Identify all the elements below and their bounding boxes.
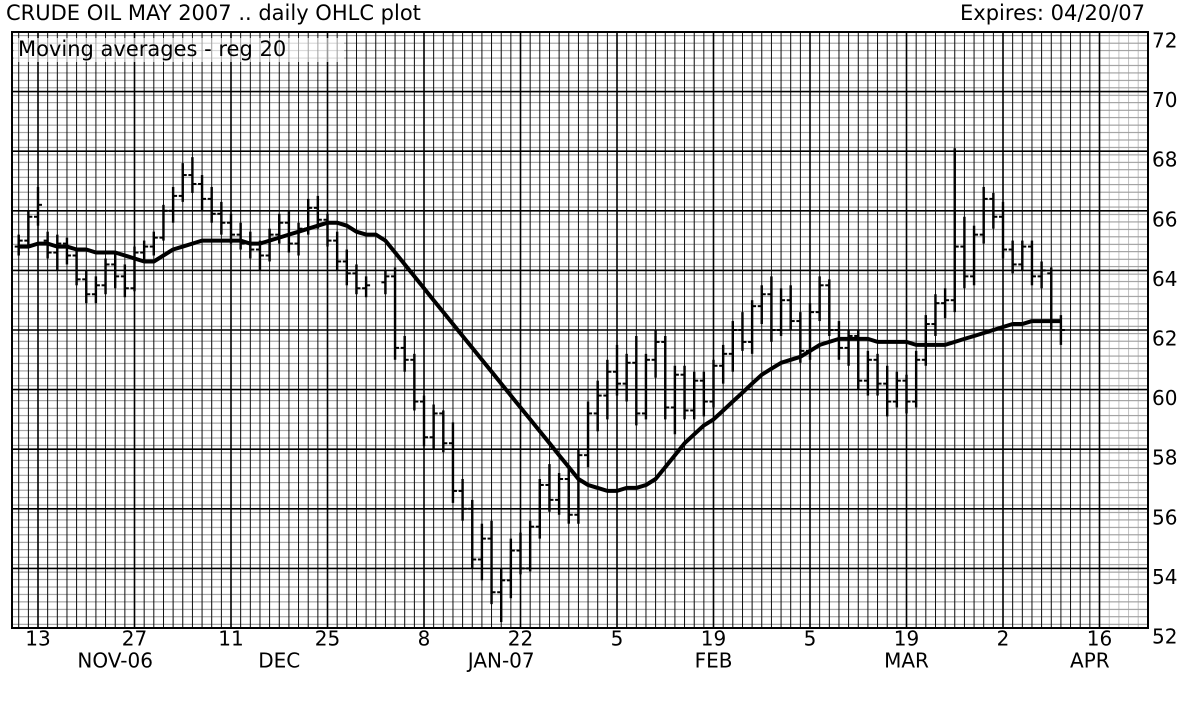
x-tick-label: 25 [315, 627, 340, 651]
y-tick-label: 62 [1152, 327, 1177, 351]
chart-subtitle: Expires: 04/20/07 [960, 1, 1145, 25]
legend-box [14, 38, 344, 62]
x-tick-label: 11 [218, 627, 243, 651]
x-tick-label: 5 [804, 627, 817, 651]
x-tick-label: 19 [894, 627, 919, 651]
x-month-label: APR [1070, 649, 1110, 673]
x-month-label: FEB [695, 649, 733, 673]
x-month-label: JAN-07 [466, 649, 535, 673]
x-tick-label: 27 [122, 627, 147, 651]
x-tick-label: 5 [611, 627, 624, 651]
x-tick-label: 13 [25, 627, 50, 651]
x-tick-label: 2 [997, 627, 1010, 651]
x-month-label: MAR [884, 649, 929, 673]
legend-text: Moving averages - reg 20 [18, 37, 286, 61]
y-tick-label: 52 [1152, 625, 1177, 649]
x-month-label: DEC [258, 649, 300, 673]
y-tick-label: 60 [1152, 386, 1177, 410]
x-tick-label: 8 [418, 627, 431, 651]
y-tick-label: 54 [1152, 565, 1177, 589]
chart-title: CRUDE OIL MAY 2007 .. daily OHLC plot [6, 1, 421, 25]
moving-average-line [18, 220, 1061, 493]
y-tick-label: 68 [1152, 148, 1177, 172]
y-tick-label: 66 [1152, 207, 1177, 231]
y-tick-label: 56 [1152, 505, 1177, 529]
x-month-label: NOV-06 [77, 649, 153, 673]
x-tick-label: 16 [1087, 627, 1112, 651]
x-tick-label: 19 [701, 627, 726, 651]
y-tick-label: 72 [1152, 29, 1177, 53]
y-tick-label: 70 [1152, 88, 1177, 112]
y-tick-label: 64 [1152, 267, 1177, 291]
y-tick-label: 58 [1152, 446, 1177, 470]
x-tick-label: 22 [508, 627, 533, 651]
